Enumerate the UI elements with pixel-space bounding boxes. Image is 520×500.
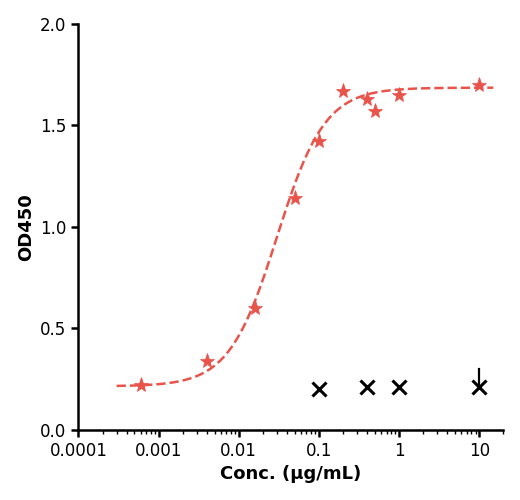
X-axis label: Conc. (µg/mL): Conc. (µg/mL) [220, 466, 361, 483]
Y-axis label: OD450: OD450 [17, 193, 35, 260]
